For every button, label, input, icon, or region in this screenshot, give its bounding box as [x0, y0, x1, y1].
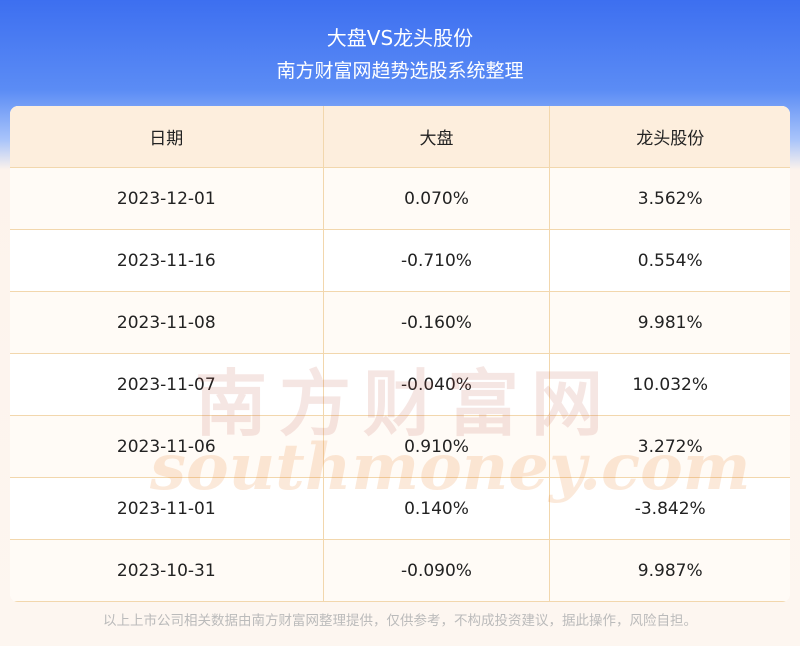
table-cell: 9.981%: [549, 291, 790, 354]
header-row: 日期 大盘 龙头股份: [10, 106, 790, 168]
table-cell: 0.910%: [323, 415, 551, 478]
table-cell: 3.272%: [549, 415, 790, 478]
table-cell: 9.987%: [549, 539, 790, 602]
table-row: 2023-11-01 0.140% -3.842%: [10, 477, 790, 540]
table-cell: -0.040%: [323, 353, 551, 416]
table-row: 2023-11-16 -0.710% 0.554%: [10, 229, 790, 292]
table-cell: 2023-11-06: [10, 415, 324, 478]
table-cell: 0.140%: [323, 477, 551, 540]
table-cell: 0.554%: [549, 229, 790, 292]
table-cell: -0.160%: [323, 291, 551, 354]
column-header: 龙头股份: [549, 106, 790, 168]
subtitle: 南方财富网趋势选股系统整理: [276, 60, 524, 82]
column-header: 大盘: [323, 106, 551, 168]
data-table: 日期 大盘 龙头股份 2023-12-01 0.070% 3.562% 2023-11-16…: [10, 106, 790, 602]
table-cell: 10.032%: [549, 353, 790, 416]
table-row: 2023-12-01 0.070% 3.562%: [10, 167, 790, 230]
footer: 以上上市公司相关数据由南方财富网整理提供，仅供参考，不构成投资建议，据此操作，风…: [103, 613, 697, 629]
table-cell: 2023-11-07: [10, 353, 324, 416]
column-header: 日期: [10, 106, 324, 168]
table-cell: 2023-12-01: [10, 167, 324, 230]
table-row: 2023-11-06 0.910% 3.272%: [10, 415, 790, 478]
table-row: 2023-10-31 -0.090% 9.987%: [10, 539, 790, 602]
table-cell: 0.070%: [323, 167, 551, 230]
table-cell: 2023-11-01: [10, 477, 324, 540]
table-cell: 2023-10-31: [10, 539, 324, 602]
table-cell: 3.562%: [549, 167, 790, 230]
table-cell: 2023-11-08: [10, 291, 324, 354]
table-row: 2023-11-07 -0.040% 10.032%: [10, 353, 790, 416]
table-cell: -3.842%: [549, 477, 790, 540]
table-cell: 2023-11-16: [10, 229, 324, 292]
table-cell: -0.090%: [323, 539, 551, 602]
table-row: 2023-11-08 -0.160% 9.981%: [10, 291, 790, 354]
table-cell: -0.710%: [323, 229, 551, 292]
title: 大盘VS龙头股份: [326, 26, 474, 50]
